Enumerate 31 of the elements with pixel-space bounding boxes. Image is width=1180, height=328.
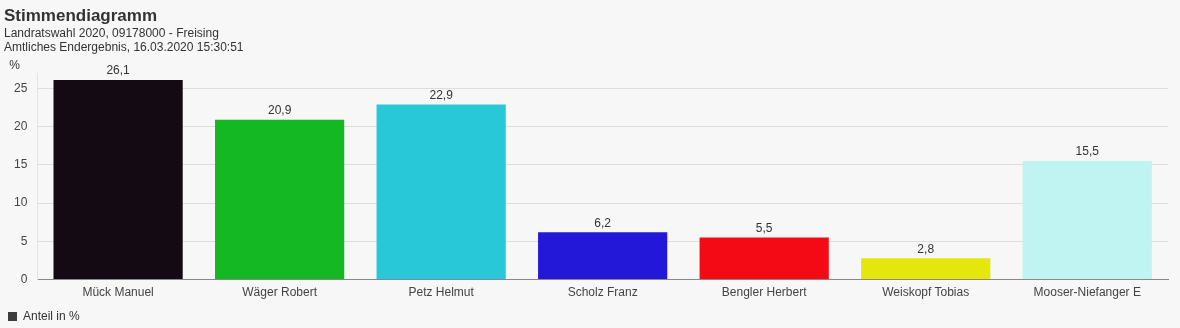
data-label: 20,9: [267, 103, 292, 118]
bar: [699, 237, 829, 280]
x-tick-label: Wäger Robert: [242, 285, 318, 300]
bar: [215, 119, 345, 280]
bar: [538, 232, 668, 280]
bar: [53, 80, 183, 280]
y-tick-label: 5: [20, 233, 28, 248]
data-label: 5,5: [755, 220, 773, 235]
y-tick-label: 15: [13, 157, 28, 172]
bar: [1022, 161, 1152, 280]
data-label: 2,8: [917, 241, 935, 256]
y-tick-label: 20: [13, 119, 28, 134]
bar: [861, 258, 991, 280]
y-tick-label: 10: [13, 195, 28, 210]
y-tick-label: 25: [13, 80, 28, 95]
x-tick-label: Mooser-Niefanger E: [1033, 285, 1141, 300]
data-label: 26,1: [106, 63, 131, 78]
data-label: 6,2: [594, 215, 612, 230]
chart-title: Stimmendiagramm: [4, 5, 158, 25]
y-axis-title: %: [9, 57, 21, 72]
data-label: 15,5: [1075, 144, 1100, 159]
data-label: 22,9: [429, 87, 454, 102]
bar: [376, 104, 506, 280]
x-tick-label: Weiskopf Tobias: [882, 285, 970, 300]
chart-subtitle: Landratswahl 2020, 09178000 - Freising Amtliches Endergebnis, 16.03.2020 15:30:51: [4, 25, 244, 55]
x-tick-label: Petz Helmut: [408, 285, 475, 300]
x-tick-label: Bengler Herbert: [721, 285, 808, 300]
x-tick-label: Scholz Franz: [567, 285, 638, 300]
text: Anteil in %: [23, 309, 80, 323]
x-tick-label: Mück Manuel: [82, 285, 154, 300]
y-tick-label: 0: [20, 271, 28, 286]
